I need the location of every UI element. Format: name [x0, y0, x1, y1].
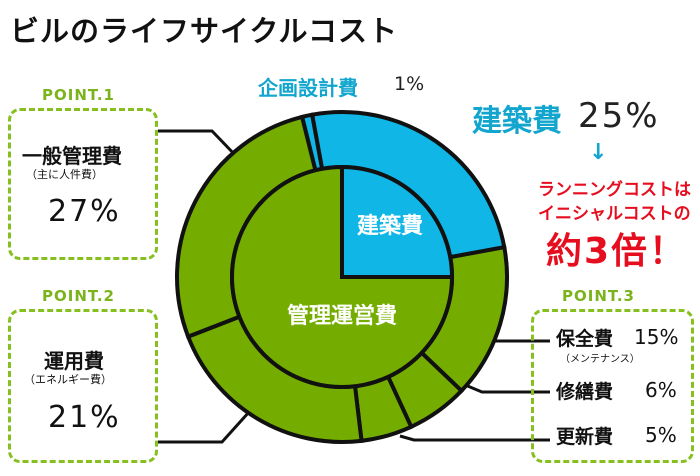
renewal-pct: 5%: [645, 423, 677, 447]
point2-sub: （エネルギー費）: [24, 373, 112, 386]
maintenance-pct: 15%: [634, 325, 679, 349]
point1-sub: （主に人件費）: [26, 168, 103, 181]
point2-name: 運用費: [44, 349, 104, 373]
point2-box: [8, 309, 158, 463]
repair-pct: 6%: [645, 378, 677, 402]
inner-slice-construction: [340, 164, 455, 279]
point1-pct: 27%: [48, 194, 121, 229]
callout-line2: イニシャルコストの: [538, 204, 691, 224]
point3-label: POINT.3: [562, 287, 635, 305]
callout-line1: ランニングコストは: [538, 180, 691, 200]
leader-operation: [158, 400, 260, 444]
inner-slice-management: [230, 164, 455, 389]
inner-label-construction: 建築費: [357, 213, 423, 239]
maintenance-sub: （メンテナンス）: [560, 354, 640, 365]
point3-box: [531, 309, 694, 463]
point2-label: POINT.2: [42, 287, 115, 305]
point1-box: [8, 108, 158, 260]
inner-pie: [230, 164, 455, 389]
planning-name: 企画設計費: [258, 76, 358, 100]
repair-name: 修繕費: [556, 381, 614, 403]
leader-renewal: [399, 434, 550, 442]
renewal-name: 更新費: [556, 426, 614, 448]
arrow-down-icon: ↓: [589, 140, 608, 165]
maintenance-name: 保全費: [556, 328, 614, 350]
planning-pct: 1%: [394, 73, 425, 95]
inner-label-management: 管理運営費: [287, 303, 397, 329]
point2-pct: 21%: [48, 400, 121, 435]
callout-line3: 約3倍！: [546, 231, 688, 272]
leader-general-admin: [158, 129, 240, 160]
point1-label: POINT.1: [42, 86, 115, 104]
construction-pct: 25%: [578, 96, 660, 136]
construction-name: 建築費: [472, 104, 562, 139]
page-title: ビルのライフサイクルコスト: [10, 14, 398, 48]
point1-name: 一般管理費: [22, 144, 122, 168]
